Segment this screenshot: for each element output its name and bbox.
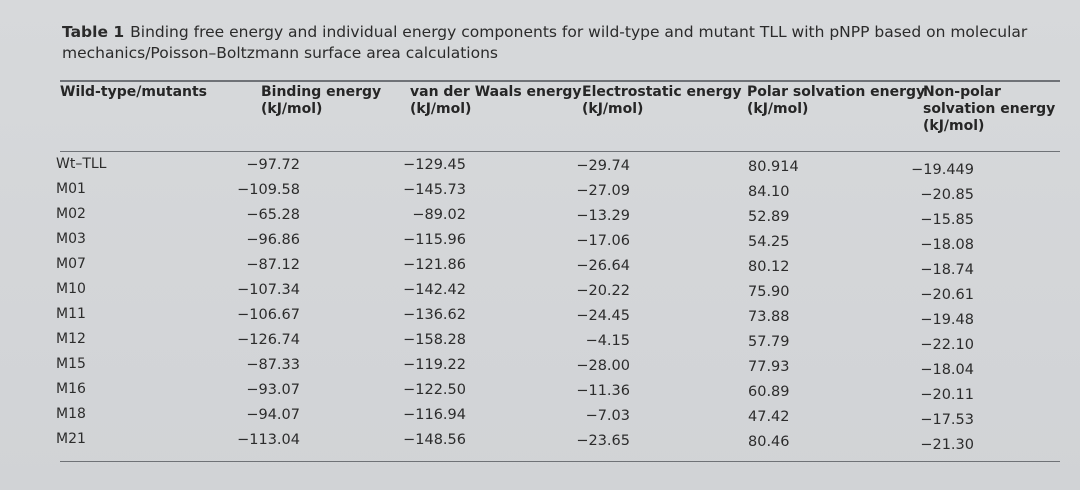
header-nonpolar-solvation-energy: Non-polar solvation energy (kJ/mol) [923,84,1056,134]
row-label: M12 [56,331,86,347]
cell-polar-solvation-energy: 80.46 [748,434,790,450]
header-vdw-energy: van der Waals energy (kJ/mol) [410,84,582,117]
row-label: M02 [56,206,86,222]
cell-binding-energy: −96.86 [246,231,300,248]
cell-nonpolar-solvation-energy: −21.30 [920,437,974,453]
cell-polar-solvation-energy: 80.12 [748,259,790,275]
table-header-rule [60,151,1060,153]
cell-binding-energy: −106.67 [237,306,300,323]
table-caption-label: Table 1 [62,23,125,41]
cell-vdw-energy: −89.02 [412,207,466,223]
cell-binding-energy: −87.12 [246,256,300,273]
cell-electrostatic-energy: −23.65 [576,432,630,449]
cell-polar-solvation-energy: 57.79 [748,334,790,350]
cell-electrostatic-energy: −13.29 [576,207,630,224]
cell-vdw-energy: −148.56 [403,432,466,448]
cell-polar-solvation-energy: 84.10 [748,184,790,200]
cell-polar-solvation-energy: 52.89 [748,209,790,225]
cell-nonpolar-solvation-energy: −18.74 [920,262,974,278]
header-polar-solvation-energy: Polar solvation energy (kJ/mol) [747,84,926,117]
cell-electrostatic-energy: −20.22 [576,282,630,299]
row-label: Wt–TLL [56,156,107,172]
cell-nonpolar-solvation-energy: −15.85 [920,212,974,228]
cell-vdw-energy: −145.73 [403,182,466,198]
cell-binding-energy: −126.74 [237,331,300,348]
row-label: M01 [56,181,86,197]
table-caption: Table 1 Binding free energy and individua… [62,22,1062,64]
cell-polar-solvation-energy: 77.93 [748,359,790,375]
cell-vdw-energy: −115.96 [403,232,466,248]
cell-binding-energy: −94.07 [246,406,300,423]
row-label: M11 [56,306,86,322]
row-label: M16 [56,381,86,397]
cell-electrostatic-energy: −26.64 [576,257,630,274]
cell-electrostatic-energy: −17.06 [576,232,630,249]
cell-polar-solvation-energy: 54.25 [748,234,790,250]
cell-electrostatic-energy: −27.09 [576,182,630,199]
header-electrostatic-energy: Electrostatic energy (kJ/mol) [582,84,742,117]
cell-binding-energy: −107.34 [237,281,300,298]
cell-nonpolar-solvation-energy: −20.11 [920,387,974,403]
cell-vdw-energy: −129.45 [403,157,466,173]
header-binding-energy: Binding energy (kJ/mol) [261,84,382,117]
row-label: M07 [56,256,86,272]
cell-electrostatic-energy: −24.45 [576,307,630,324]
table-top-rule [60,80,1060,82]
cell-nonpolar-solvation-energy: −19.48 [920,312,974,328]
cell-vdw-energy: −142.42 [403,282,466,298]
cell-vdw-energy: −122.50 [403,382,466,398]
cell-polar-solvation-energy: 73.88 [748,309,790,325]
cell-nonpolar-solvation-energy: −18.08 [920,237,974,253]
row-label: M10 [56,281,86,297]
cell-polar-solvation-energy: 80.914 [748,159,799,175]
row-label: M18 [56,406,86,422]
cell-nonpolar-solvation-energy: −20.85 [920,187,974,203]
cell-binding-energy: −87.33 [246,356,300,373]
cell-electrostatic-energy: −4.15 [585,332,630,349]
cell-nonpolar-solvation-energy: −17.53 [920,412,974,428]
cell-vdw-energy: −158.28 [403,332,466,348]
row-label: M03 [56,231,86,247]
cell-vdw-energy: −121.86 [403,257,466,273]
table-caption-text: Binding free energy and individual energ… [62,23,1028,62]
cell-vdw-energy: −119.22 [403,357,466,373]
cell-binding-energy: −109.58 [237,181,300,198]
cell-electrostatic-energy: −7.03 [585,407,630,424]
cell-polar-solvation-energy: 47.42 [748,409,790,425]
header-wild-type-mutants: Wild-type/mutants [60,84,208,100]
cell-nonpolar-solvation-energy: −20.61 [920,287,974,303]
cell-polar-solvation-energy: 60.89 [748,384,790,400]
row-label: M21 [56,431,86,447]
cell-binding-energy: −113.04 [237,431,300,448]
cell-vdw-energy: −136.62 [403,307,466,323]
cell-electrostatic-energy: −29.74 [576,157,630,174]
cell-nonpolar-solvation-energy: −22.10 [920,337,974,353]
row-label: M15 [56,356,86,372]
cell-nonpolar-solvation-energy: −19.449 [911,162,974,178]
cell-binding-energy: −93.07 [246,381,300,398]
cell-electrostatic-energy: −11.36 [576,382,630,399]
cell-binding-energy: −97.72 [246,156,300,173]
cell-binding-energy: −65.28 [246,206,300,223]
cell-vdw-energy: −116.94 [403,407,466,423]
cell-nonpolar-solvation-energy: −18.04 [920,362,974,378]
cell-electrostatic-energy: −28.00 [576,357,630,374]
table-bottom-rule [60,461,1060,463]
cell-polar-solvation-energy: 75.90 [748,284,790,300]
